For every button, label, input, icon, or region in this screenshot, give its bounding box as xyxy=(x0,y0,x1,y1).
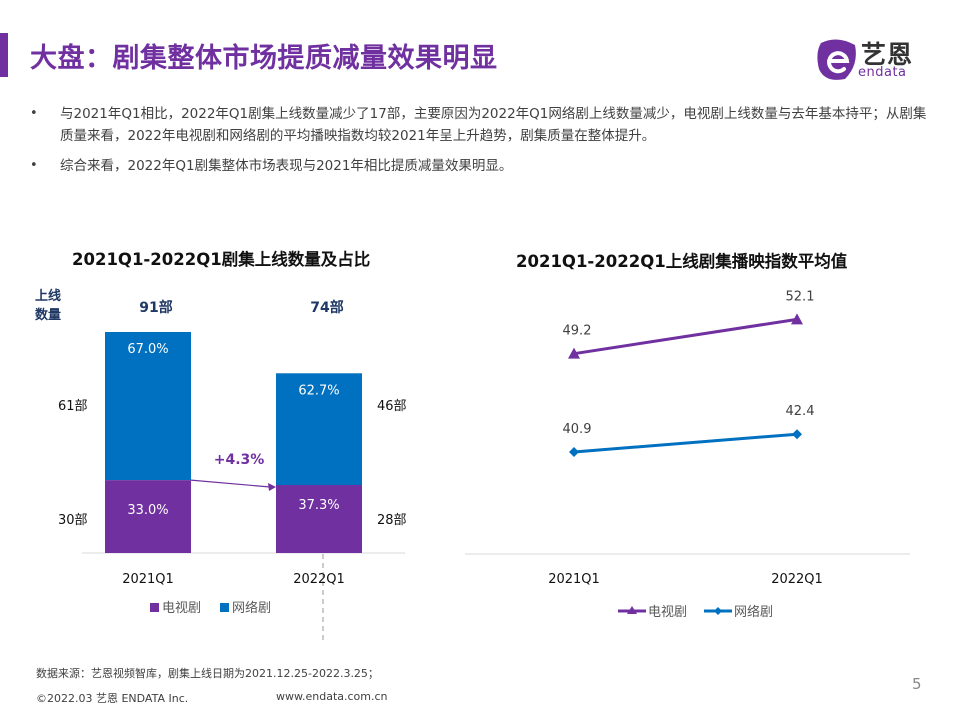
bar-segment-web-drama xyxy=(276,373,362,485)
line-chart: 49.2 52.1 40.9 42.4 2021Q1 2022Q1 电视剧 网络剧 xyxy=(465,289,910,620)
growth-arrow-line xyxy=(190,479,271,488)
website-link[interactable]: www.endata.com.cn xyxy=(276,690,388,703)
count-label-web-2022: 46部 xyxy=(377,399,407,414)
bullet-item: • 与2021年Q1相比，2022年Q1剧集上线数量减少了17部，主要原因为20… xyxy=(30,103,930,147)
count-label-tv-2022: 28部 xyxy=(377,513,407,528)
data-point-diamond-icon xyxy=(569,446,579,457)
bar-segment-tv-drama xyxy=(105,480,191,553)
data-source-note: 数据来源：艺恩视频智库，剧集上线日期为2021.12.25-2022.3.25； xyxy=(36,667,379,680)
bar-segment-web-drama xyxy=(105,332,191,481)
bar-share-label-web: 67.0% xyxy=(127,342,168,357)
data-label: 40.9 xyxy=(563,422,592,437)
count-label-web-2021: 61部 xyxy=(58,399,88,414)
bar-total-label: 91部 xyxy=(139,299,172,316)
x-tick-label: 2022Q1 xyxy=(771,572,823,587)
legend-label-web-drama: 网络剧 xyxy=(232,600,271,616)
bar-share-label-tv: 33.0% xyxy=(127,503,168,518)
legend-label-tv-drama: 电视剧 xyxy=(648,605,687,620)
logo-e-icon xyxy=(817,39,856,80)
growth-annotation: +4.3% xyxy=(214,452,265,468)
data-point-triangle-icon xyxy=(791,313,803,325)
y-axis-label: 上线 xyxy=(35,288,61,304)
count-label-tv-2021: 30部 xyxy=(58,513,88,528)
x-tick-label: 2021Q1 xyxy=(122,572,174,587)
bar-segment-tv-drama xyxy=(276,485,362,553)
bullet-dot-icon: • xyxy=(30,158,38,173)
x-tick-label: 2021Q1 xyxy=(548,572,600,587)
line-chart-title: 2021Q1-2022Q1上线剧集播映指数平均值 xyxy=(516,252,848,271)
page-number: 5 xyxy=(912,675,922,693)
title-accent-bar xyxy=(0,33,8,77)
legend-swatch-tv-drama xyxy=(150,603,159,612)
growth-arrow-head-icon xyxy=(268,483,276,491)
data-label: 52.1 xyxy=(786,289,815,304)
bullet-dot-icon: • xyxy=(30,106,38,121)
page-title: 大盘：剧集整体市场提质减量效果明显 xyxy=(30,43,498,74)
data-label: 42.4 xyxy=(786,404,815,419)
logo-text-en: endata xyxy=(858,65,907,80)
x-tick-label: 2022Q1 xyxy=(293,572,345,587)
bar-share-label-web: 62.7% xyxy=(298,383,339,398)
copyright: ©2022.03 艺恩 ENDATA Inc. xyxy=(36,692,189,705)
bullet-text: 与2021年Q1相比，2022年Q1剧集上线数量减少了17部，主要原因为2022… xyxy=(60,106,927,144)
series-line-tv-drama xyxy=(573,317,798,356)
legend-triangle-icon xyxy=(627,606,637,614)
summary-bullets: • 与2021年Q1相比，2022年Q1剧集上线数量减少了17部，主要原因为20… xyxy=(30,103,930,185)
bullet-item: • 综合来看，2022年Q1剧集整体市场表现与2021年相比提质减量效果明显。 xyxy=(30,155,930,177)
bar-share-label-tv: 37.3% xyxy=(298,498,339,513)
bar-chart-title: 2021Q1-2022Q1剧集上线数量及占比 xyxy=(72,250,371,269)
endata-logo: 艺恩 endata xyxy=(815,35,935,85)
legend-label-web-drama: 网络剧 xyxy=(734,604,773,620)
bullet-text: 综合来看，2022年Q1剧集整体市场表现与2021年相比提质减量效果明显。 xyxy=(60,158,513,174)
data-label: 49.2 xyxy=(563,324,592,339)
bar-chart: 上线数量 67.0% 33.0% 91部 2021Q1 62.7% 37.3% 74部 2022… xyxy=(35,288,407,642)
legend-swatch-web-drama xyxy=(220,603,229,612)
legend-diamond-icon xyxy=(714,607,722,615)
y-axis-label: 数量 xyxy=(35,307,61,323)
legend-label-tv-drama: 电视剧 xyxy=(162,601,201,616)
bar-total-label: 74部 xyxy=(310,299,343,316)
data-point-triangle-icon xyxy=(568,347,580,359)
data-point-diamond-icon xyxy=(792,429,802,440)
series-line-web-drama xyxy=(573,432,798,454)
logo-text-cn: 艺恩 xyxy=(861,40,914,69)
